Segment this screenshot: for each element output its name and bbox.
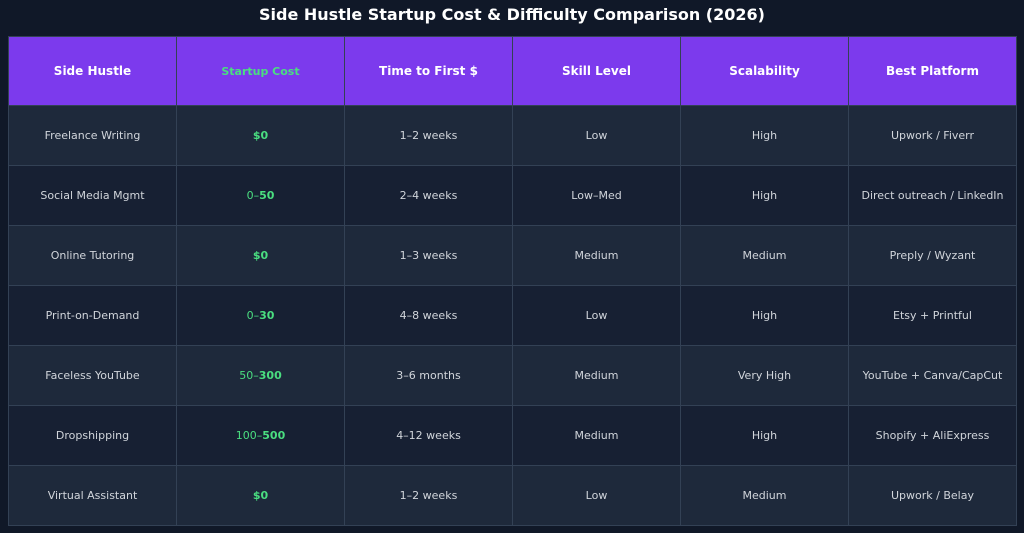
cell-best-platform: Preply / Wyzant [848, 225, 1017, 286]
table-row: Print-on-Demand 0–30 4–8 weeks Low High … [8, 285, 1017, 346]
cell-startup-cost: 100–500 [176, 405, 345, 466]
cell-scalability: Medium [680, 225, 849, 286]
table-body: Freelance Writing $0 1–2 weeks Low High … [8, 105, 1017, 526]
cell-scalability: High [680, 285, 849, 346]
cell-time-to-first: 2–4 weeks [344, 165, 513, 226]
cell-best-platform: Shopify + AliExpress [848, 405, 1017, 466]
cell-best-platform: YouTube + Canva/CapCut [848, 345, 1017, 406]
cost-high: $0 [252, 249, 269, 262]
cost-high: $0 [252, 129, 269, 142]
cell-skill-level: Low–Med [512, 165, 681, 226]
cost-low: 50– [239, 369, 259, 382]
comparison-table: Side Hustle Startup Cost Time to First $… [8, 36, 1017, 526]
cost-low: 0– [246, 309, 260, 322]
cell-startup-cost: $0 [176, 465, 345, 526]
header-row: Side Hustle Startup Cost Time to First $… [8, 36, 1017, 106]
cell-best-platform: Direct outreach / LinkedIn [848, 165, 1017, 226]
cell-skill-level: Medium [512, 345, 681, 406]
cell-time-to-first: 1–2 weeks [344, 465, 513, 526]
cell-time-to-first: 4–12 weeks [344, 405, 513, 466]
cell-skill-level: Medium [512, 405, 681, 466]
cell-side-hustle: Social Media Mgmt [8, 165, 177, 226]
column-header-side-hustle: Side Hustle [8, 36, 177, 106]
cell-side-hustle: Faceless YouTube [8, 345, 177, 406]
cost-high: 50 [259, 189, 275, 202]
cost-high: $0 [252, 489, 269, 502]
cell-skill-level: Low [512, 465, 681, 526]
cost-high: 30 [259, 309, 275, 322]
cost-low: 100– [235, 429, 263, 442]
column-header-time-to-first: Time to First $ [344, 36, 513, 106]
cell-skill-level: Low [512, 285, 681, 346]
cell-scalability: High [680, 105, 849, 166]
cell-startup-cost: 0–30 [176, 285, 345, 346]
cell-side-hustle: Online Tutoring [8, 225, 177, 286]
cost-high: 500 [262, 429, 286, 442]
table-row: Faceless YouTube 50–300 3–6 months Mediu… [8, 345, 1017, 406]
cell-side-hustle: Dropshipping [8, 405, 177, 466]
cell-time-to-first: 3–6 months [344, 345, 513, 406]
cell-scalability: High [680, 165, 849, 226]
cell-startup-cost: 0–50 [176, 165, 345, 226]
table-row: Dropshipping 100–500 4–12 weeks Medium H… [8, 405, 1017, 466]
cell-startup-cost: 50–300 [176, 345, 345, 406]
chart-title: Side Hustle Startup Cost & Difficulty Co… [259, 5, 765, 24]
table-row: Freelance Writing $0 1–2 weeks Low High … [8, 105, 1017, 166]
cell-time-to-first: 1–3 weeks [344, 225, 513, 286]
cell-time-to-first: 1–2 weeks [344, 105, 513, 166]
cell-best-platform: Etsy + Printful [848, 285, 1017, 346]
cell-side-hustle: Virtual Assistant [8, 465, 177, 526]
table-row: Social Media Mgmt 0–50 2–4 weeks Low–Med… [8, 165, 1017, 226]
column-header-scalability: Scalability [680, 36, 849, 106]
cell-startup-cost: $0 [176, 225, 345, 286]
cell-skill-level: Medium [512, 225, 681, 286]
cell-scalability: Medium [680, 465, 849, 526]
cell-scalability: Very High [680, 345, 849, 406]
cost-high: 300 [258, 369, 282, 382]
cell-scalability: High [680, 405, 849, 466]
column-header-skill-level: Skill Level [512, 36, 681, 106]
cell-side-hustle: Freelance Writing [8, 105, 177, 166]
cell-best-platform: Upwork / Fiverr [848, 105, 1017, 166]
table-row: Virtual Assistant $0 1–2 weeks Low Mediu… [8, 465, 1017, 526]
cell-time-to-first: 4–8 weeks [344, 285, 513, 346]
cell-startup-cost: $0 [176, 105, 345, 166]
table-row: Online Tutoring $0 1–3 weeks Medium Medi… [8, 225, 1017, 286]
column-header-best-platform: Best Platform [848, 36, 1017, 106]
cell-best-platform: Upwork / Belay [848, 465, 1017, 526]
cell-side-hustle: Print-on-Demand [8, 285, 177, 346]
column-header-startup-cost: Startup Cost [176, 36, 345, 106]
cost-low: 0– [246, 189, 260, 202]
cell-skill-level: Low [512, 105, 681, 166]
